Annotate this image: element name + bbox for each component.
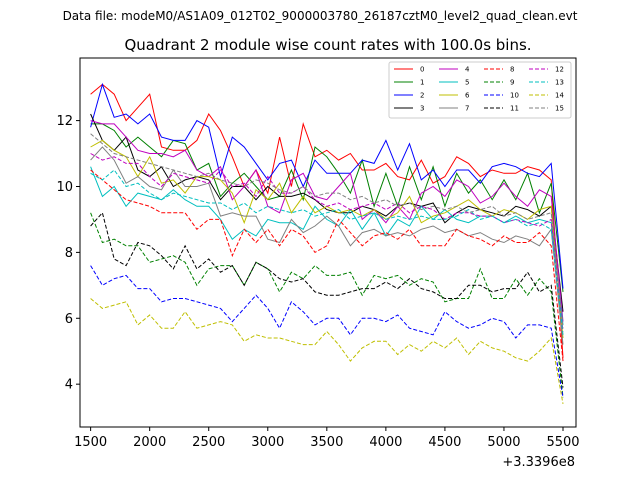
legend-label-1: 1 [420,79,424,87]
y-tick-label: 6 [65,312,73,327]
legend-box [388,61,572,119]
chart-title: Quadrant 2 module wise count rates with … [124,36,531,54]
series-line-8 [90,169,564,362]
x-tick-label: 4500 [428,435,461,450]
y-axis: 4 6 8 10 12 [56,114,80,393]
series-line-15 [90,133,564,329]
series-line-0 [90,83,564,358]
legend-label-15: 15 [555,105,564,113]
x-axis: 1500 2000 2500 3000 3500 4000 4500 5000 5500 [74,427,580,450]
legend-label-8: 8 [510,66,514,74]
series-line-11 [90,211,564,388]
legend-label-6: 6 [465,92,470,100]
legend-label-13: 13 [555,79,564,87]
series-line-7 [90,146,564,345]
legend-label-7: 7 [465,105,469,113]
series-line-12 [90,153,564,332]
series-line-13 [90,169,564,335]
y-tick-label: 12 [56,114,73,129]
plot-area [79,57,577,428]
y-tick-label: 10 [56,180,73,195]
legend-label-12: 12 [555,66,564,74]
legend-label-5: 5 [465,79,469,87]
legend-label-2: 2 [420,92,424,100]
legend-label-9: 9 [510,79,514,87]
axes-frame [79,57,577,428]
series-line-9 [90,212,564,398]
series-line-1 [90,123,564,292]
x-tick-label: 3000 [251,435,284,450]
series-line-4 [90,120,564,322]
y-tick-label: 4 [65,378,73,393]
x-tick-label: 3500 [310,435,343,450]
x-offset-label: +3.3396e8 [502,455,575,470]
x-tick-label: 4000 [369,435,402,450]
series-line-2 [90,82,564,289]
series-line-10 [90,265,564,398]
x-tick-label: 5000 [487,435,520,450]
x-tick-label: 5500 [546,435,579,450]
x-tick-label: 2500 [192,435,225,450]
legend-label-11: 11 [510,105,519,113]
x-tick-label: 1500 [74,435,107,450]
legend-label-3: 3 [420,105,424,113]
legend-label-14: 14 [555,92,564,100]
y-tick-label: 8 [65,246,73,261]
legend-label-0: 0 [420,66,424,74]
legend-label-4: 4 [465,66,470,74]
chart-suptitle: Data file: modeM0/AS1A09_012T02_90000037… [63,9,578,23]
legend-label-10: 10 [510,92,519,100]
series-line-3 [90,113,564,312]
x-tick-label: 2000 [133,435,166,450]
